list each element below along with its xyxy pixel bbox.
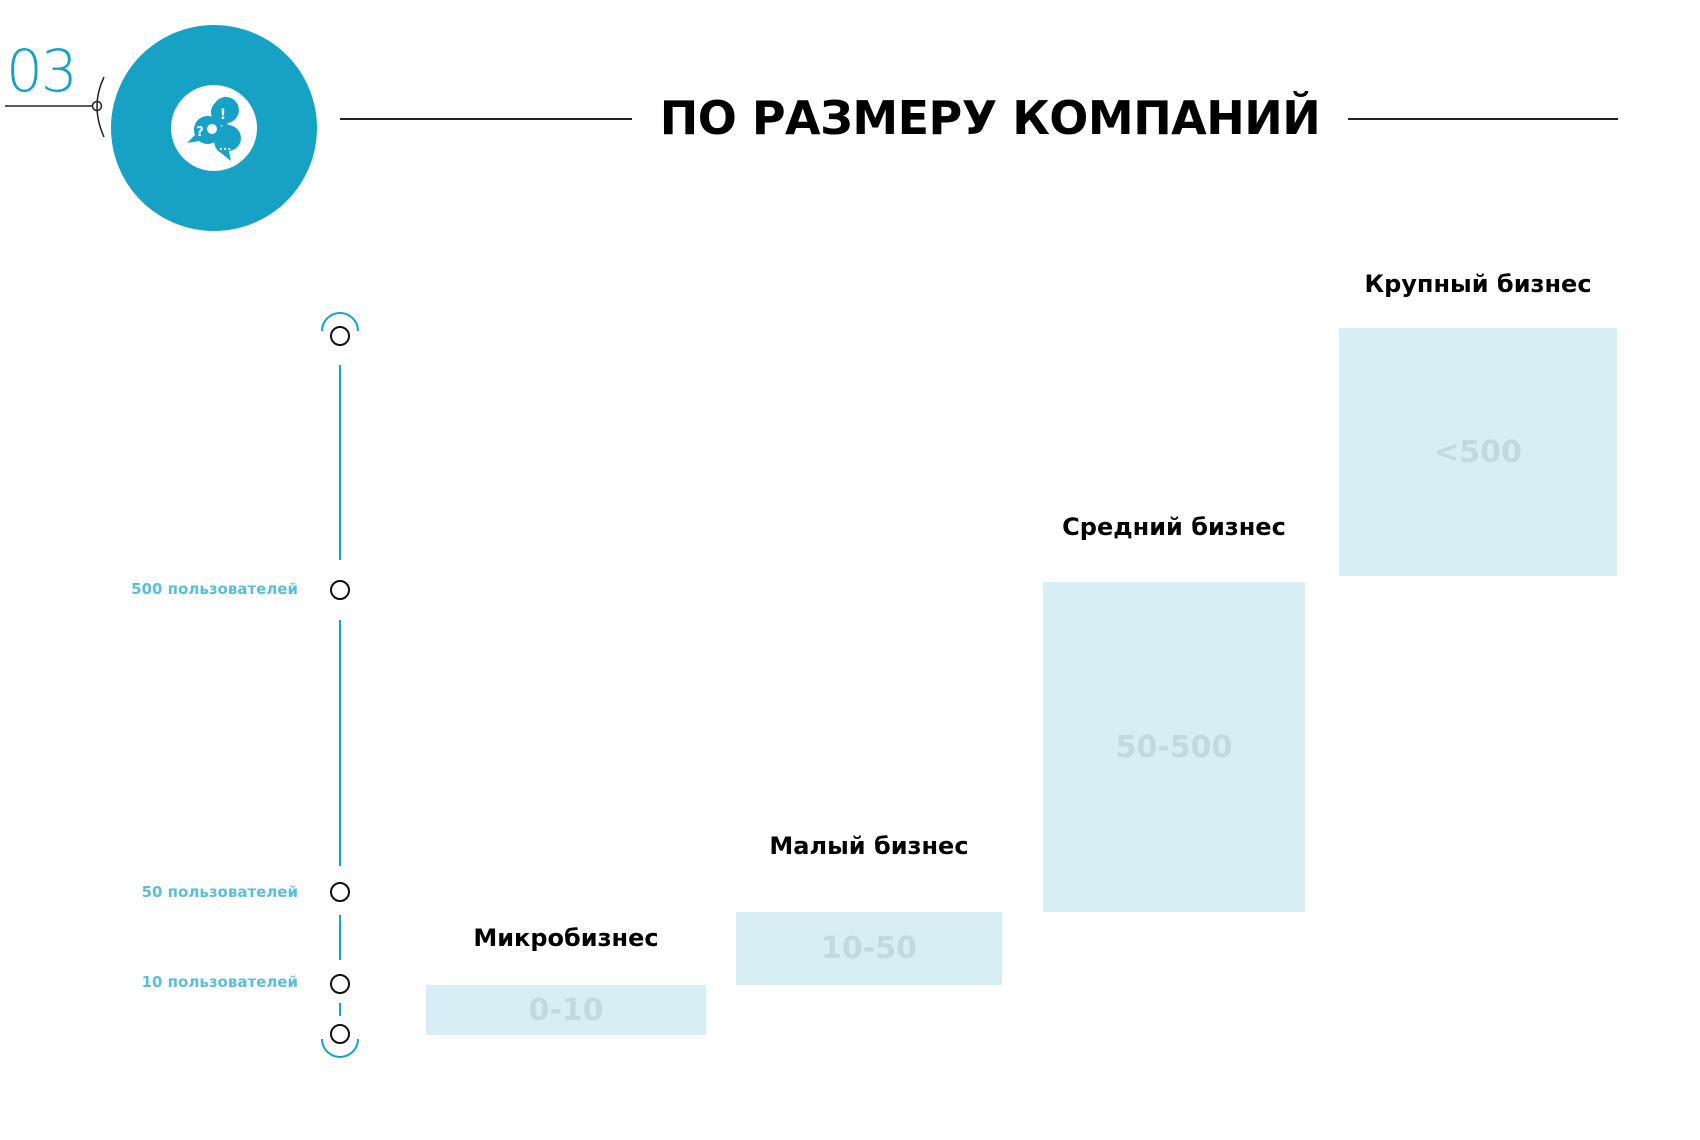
page-title: ПО РАЗМЕРУ КОМПАНИЙ xyxy=(659,91,1321,145)
axis-label-50: 50 пользователей xyxy=(141,883,298,901)
axis-node-50 xyxy=(330,882,350,902)
bar-value-large: <500 xyxy=(1434,434,1522,470)
svg-text:!: ! xyxy=(220,107,226,123)
title-rule-left xyxy=(340,118,632,120)
axis-bottom-cap xyxy=(321,1038,359,1058)
bar-label-large: Крупный бизнес xyxy=(1364,270,1592,298)
bar-label-small: Малый бизнес xyxy=(769,832,969,860)
section-number: 03 xyxy=(6,37,78,105)
svg-text:?: ? xyxy=(196,125,204,140)
bar-label-medium: Средний бизнес xyxy=(1062,513,1286,541)
axis-top-node xyxy=(330,326,350,346)
bar-large: <500 xyxy=(1339,328,1617,576)
axis-bottom-node xyxy=(330,1024,350,1044)
svg-text:...: ... xyxy=(219,140,232,153)
badge-connector xyxy=(5,76,105,138)
bar-value-micro: 0-10 xyxy=(528,992,604,1028)
vertical-axis xyxy=(321,312,359,1058)
axis-label-10: 10 пользователей xyxy=(141,973,298,991)
bar-value-medium: 50-500 xyxy=(1115,729,1233,765)
bar-micro: 0-10 xyxy=(426,985,706,1035)
title-rule-right xyxy=(1348,118,1618,120)
axis-top-cap xyxy=(321,312,359,332)
bar-medium: 50-500 xyxy=(1043,582,1305,912)
axis-label-500: 500 пользователей xyxy=(131,580,298,598)
badge-inner: ? ! ... xyxy=(171,85,257,171)
section-badge: ? ! ... xyxy=(111,25,317,231)
axis-node-10 xyxy=(330,974,350,994)
speech-bubbles-icon: ? ! ... xyxy=(187,97,241,161)
bar-small: 10-50 xyxy=(736,912,1002,985)
axis-node-500 xyxy=(330,580,350,600)
bar-value-small: 10-50 xyxy=(821,931,917,966)
bar-label-micro: Микробизнес xyxy=(473,924,659,952)
